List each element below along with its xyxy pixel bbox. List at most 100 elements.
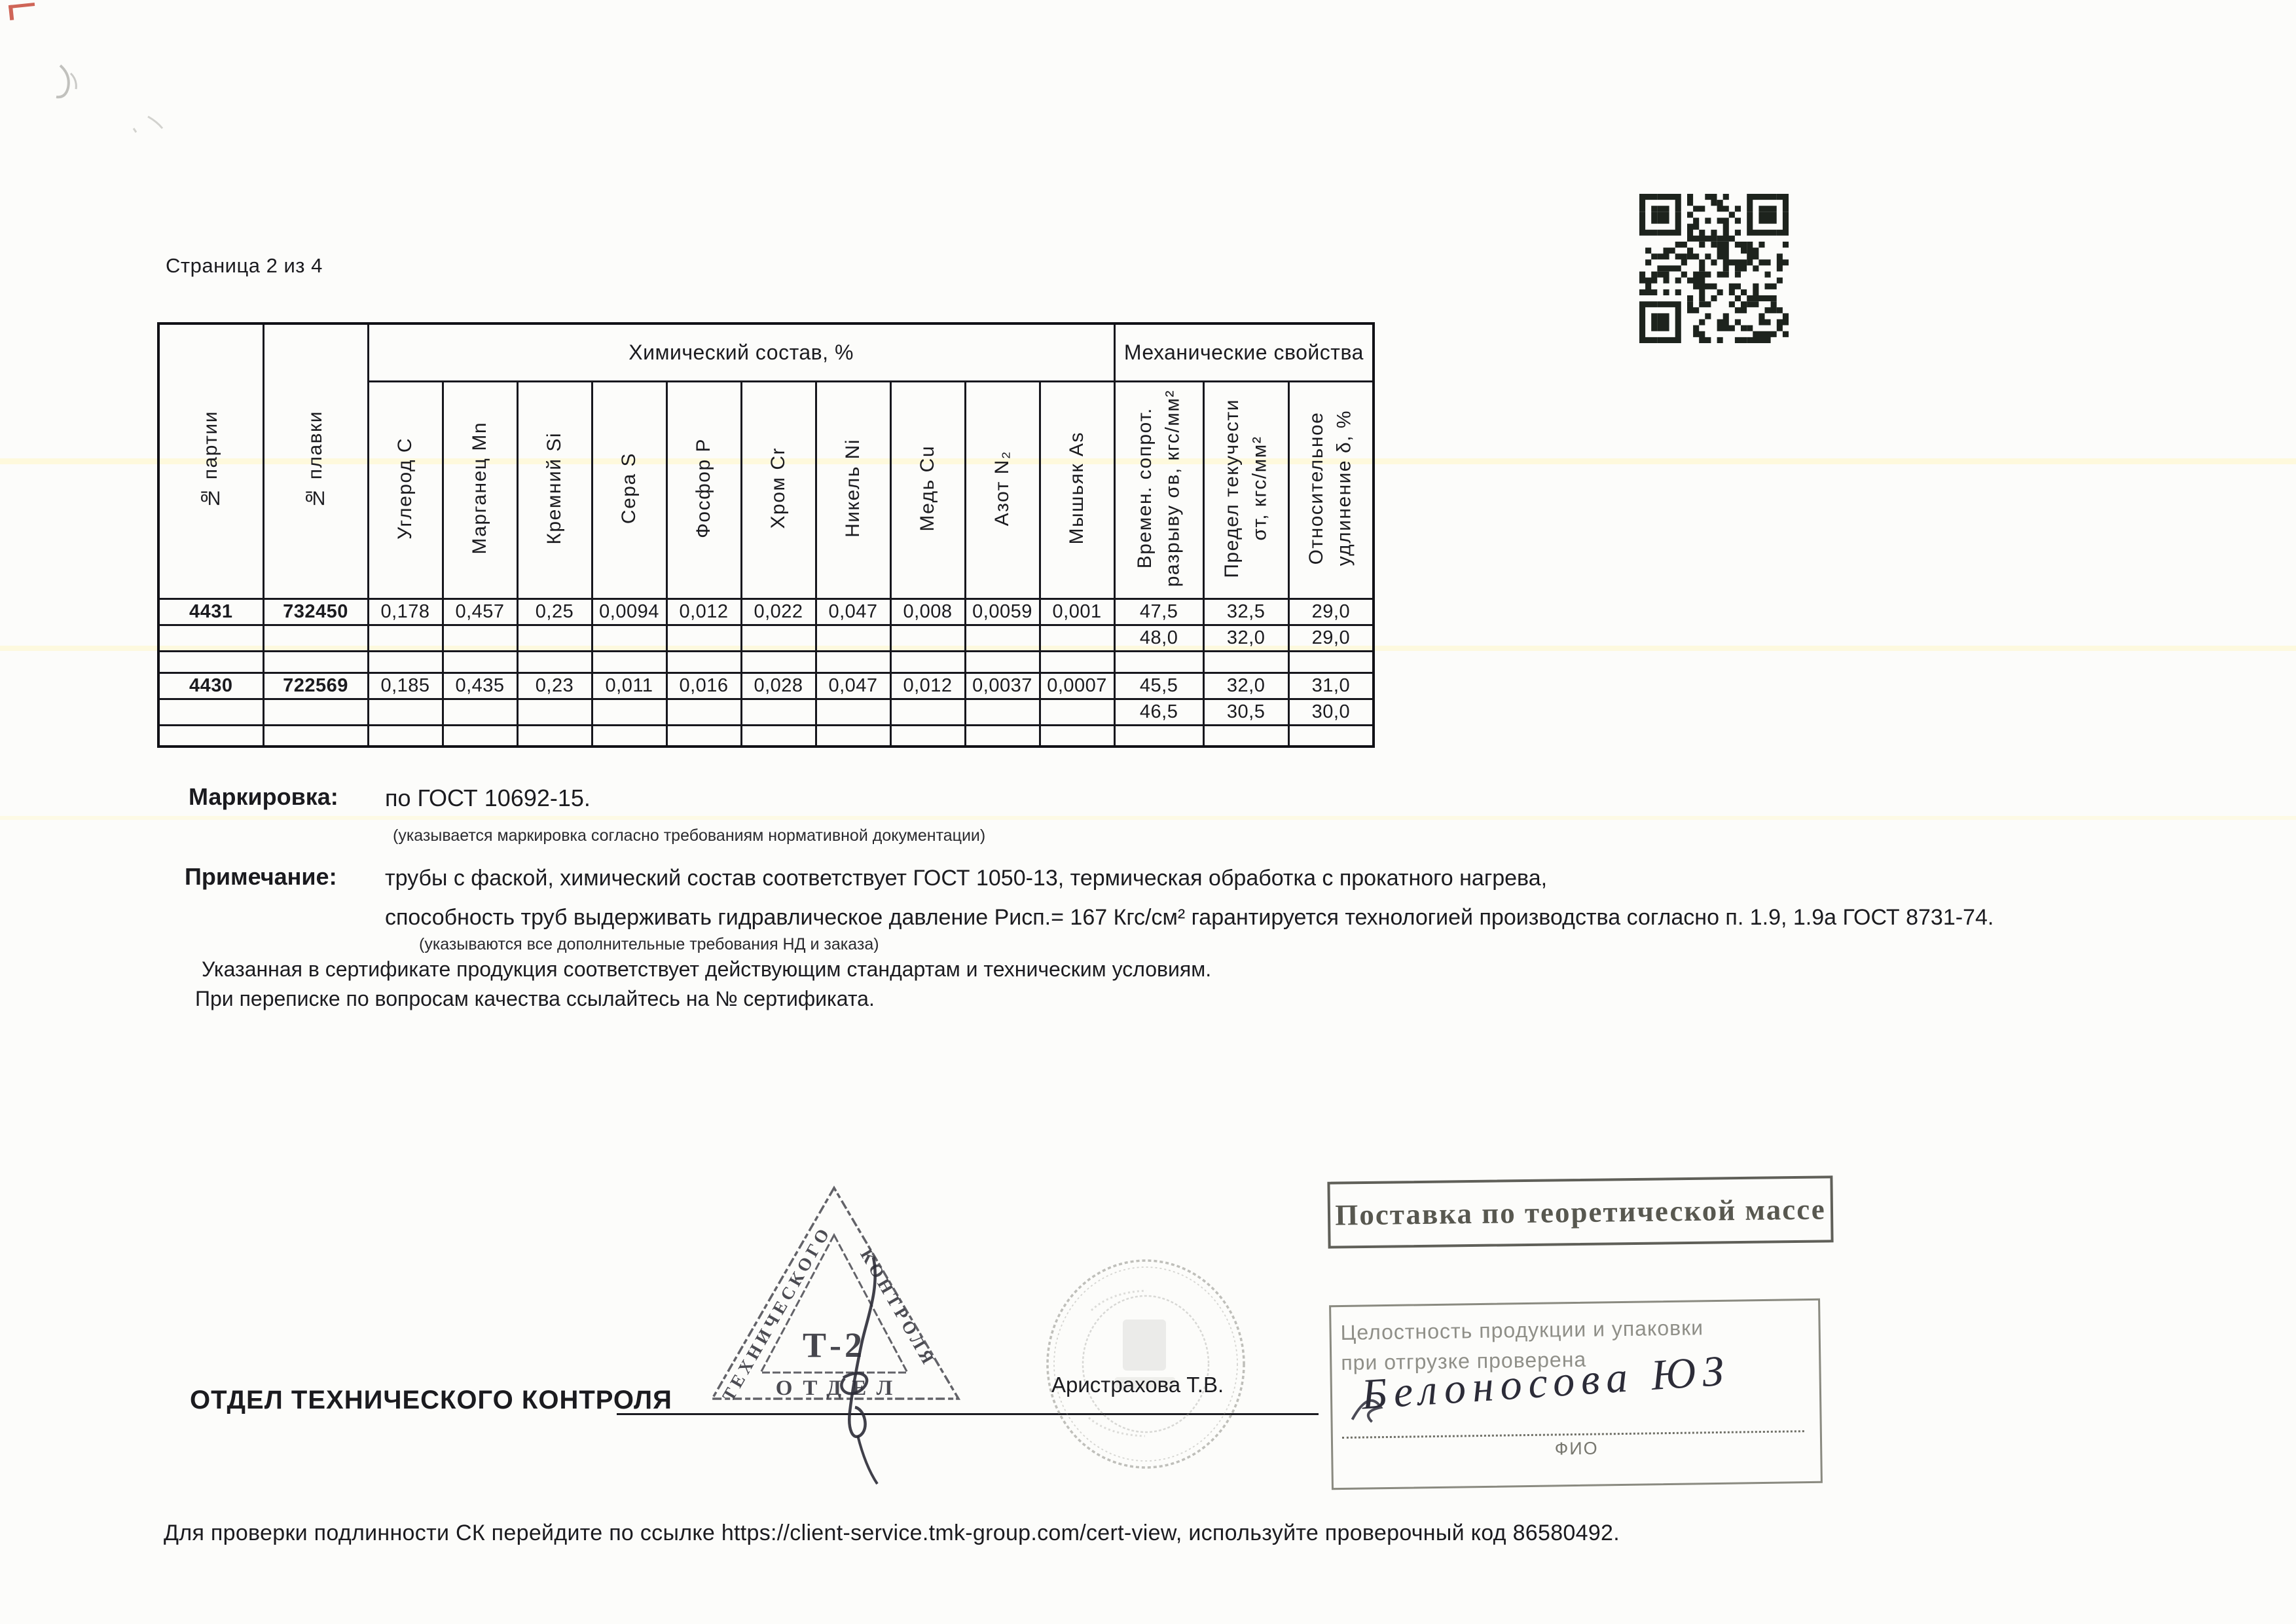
table-cell: 0,022 xyxy=(740,597,817,626)
table-row: 48,0 32,0 29,0 xyxy=(157,623,1375,652)
table-cell: 4431 xyxy=(157,597,264,626)
mech-group-header: Механические свойства xyxy=(1113,322,1375,382)
table-cell xyxy=(516,650,593,674)
table-cell: 46,5 xyxy=(1113,697,1205,726)
note-small-note: (указываются все дополнительные требован… xyxy=(419,935,879,953)
otk-department-label: ОТДЕЛ ТЕХНИЧЕСКОГО КОНТРОЛЯ xyxy=(190,1386,672,1414)
table-cell xyxy=(964,650,1041,674)
table-cell: 0,0059 xyxy=(964,597,1041,626)
table-cell xyxy=(814,697,892,726)
table-cell: 48,0 xyxy=(1113,623,1205,652)
note-line-2: способность труб выдерживать гидравличес… xyxy=(385,905,1994,930)
table-cell xyxy=(441,623,519,652)
table-cell xyxy=(665,724,742,748)
column-header: Хром Cr xyxy=(740,380,817,600)
table-cell: 0,435 xyxy=(441,671,519,700)
table-cell: 0,457 xyxy=(441,597,519,626)
table-cell: 29,0 xyxy=(1287,597,1375,626)
table-cell: 32,0 xyxy=(1202,671,1290,700)
scan-artifact-pen-marks xyxy=(56,64,164,133)
table-cell: 0,047 xyxy=(814,597,892,626)
fio-label: ФИО xyxy=(1554,1438,1599,1459)
marking-value: по ГОСТ 10692-15. xyxy=(385,784,591,811)
note-line-1: трубы с фаской, химический состав соотве… xyxy=(385,866,1548,891)
table-cell xyxy=(1038,623,1116,652)
table-cell xyxy=(740,697,817,726)
table-cell: 0,23 xyxy=(516,671,593,700)
table-cell xyxy=(157,724,264,748)
table-cell xyxy=(1287,650,1375,674)
table-cell: 0,185 xyxy=(367,671,444,700)
table-cell xyxy=(1202,650,1290,674)
table-cell xyxy=(157,650,264,674)
qr-code xyxy=(1639,194,1789,343)
scan-streak xyxy=(0,816,2296,820)
table-cell xyxy=(157,623,264,652)
column-header: Кремний Si xyxy=(516,380,593,600)
table-cell xyxy=(1287,724,1375,748)
table-cell: 0,0094 xyxy=(591,597,668,626)
handwritten-name: Белоносова ЮЗ xyxy=(1359,1346,1732,1418)
chem-mech-table: № партии № плавки Химический состав, % Меха… xyxy=(157,322,1376,748)
table-cell: 29,0 xyxy=(1287,623,1375,652)
chem-group-header: Химический состав, % xyxy=(367,322,1116,382)
table-cell: 0,028 xyxy=(740,671,817,700)
table-row xyxy=(157,724,1375,748)
table-cell xyxy=(591,724,668,748)
column-header-batch: № партии xyxy=(157,322,264,600)
table-cell xyxy=(1113,724,1205,748)
table-cell xyxy=(367,724,444,748)
table-cell xyxy=(665,623,742,652)
triangle-stamp-right-text: КОНТРОЛЯ xyxy=(856,1246,939,1370)
correspondence-statement: При переписке по вопросам качества ссыла… xyxy=(195,987,875,1010)
table-cell xyxy=(1202,724,1290,748)
table-cell xyxy=(1038,724,1116,748)
handwritten-signature: Белоносова ЮЗ xyxy=(1351,1346,1732,1423)
table-cell xyxy=(1038,697,1116,726)
table-cell: 0,0007 xyxy=(1038,671,1116,700)
column-header: Относительное удлинение δ, % xyxy=(1287,380,1375,600)
table-cell xyxy=(665,650,742,674)
table-cell xyxy=(591,697,668,726)
marking-small-note: (указывается маркировка согласно требова… xyxy=(393,826,986,845)
table-cell xyxy=(262,623,369,652)
signature-line xyxy=(617,1413,1319,1415)
column-header: Мышьяк As xyxy=(1038,380,1116,600)
inspector-signature xyxy=(840,1257,879,1485)
table-cell xyxy=(889,623,966,652)
table-row: 4430 722569 0,185 0,435 0,23 0,011 0,016 0,028 0… xyxy=(157,671,1375,700)
table-cell: 45,5 xyxy=(1113,671,1205,700)
table-cell xyxy=(1038,650,1116,674)
integrity-stamp: Целостность продукции и упаковки при отг… xyxy=(1329,1298,1823,1490)
table-row: 46,5 30,5 30,0 xyxy=(157,697,1375,726)
column-header: Времен. сопрот. разрыву σв, кгс/мм² xyxy=(1113,380,1205,600)
table-cell xyxy=(889,697,966,726)
table-cell xyxy=(740,650,817,674)
table-cell xyxy=(367,697,444,726)
table-row xyxy=(157,650,1375,674)
table-cell xyxy=(262,650,369,674)
table-cell xyxy=(367,623,444,652)
triangle-stamp-center-text: Т-2 xyxy=(803,1325,866,1365)
table-cell: 0,012 xyxy=(889,671,966,700)
column-header: Никель Ni xyxy=(814,380,892,600)
column-header: Углерод С xyxy=(367,380,444,600)
table-cell: 0,016 xyxy=(665,671,742,700)
triangle-stamp-bottom-text: ОТДЕЛ xyxy=(776,1376,903,1400)
table-cell: 0,008 xyxy=(889,597,966,626)
table-cell xyxy=(889,724,966,748)
table-cell xyxy=(1113,650,1205,674)
table-cell: 32,5 xyxy=(1202,597,1290,626)
table-cell: 732450 xyxy=(262,597,369,626)
otk-triangle-stamp: ТЕХНИЧЕСКОГО КОНТРОЛЯ Т-2 ОТДЕЛ xyxy=(710,1185,961,1485)
column-header: Медь Cu xyxy=(889,380,966,600)
table-cell xyxy=(262,724,369,748)
table-cell xyxy=(441,650,519,674)
verification-footer: Для проверки подлинности СК перейдите по… xyxy=(164,1521,1620,1545)
table-cell xyxy=(889,650,966,674)
table-cell xyxy=(740,724,817,748)
table-cell: 30,5 xyxy=(1202,697,1290,726)
column-header-heat: № плавки xyxy=(262,322,369,600)
round-stamp xyxy=(1046,1259,1245,1469)
